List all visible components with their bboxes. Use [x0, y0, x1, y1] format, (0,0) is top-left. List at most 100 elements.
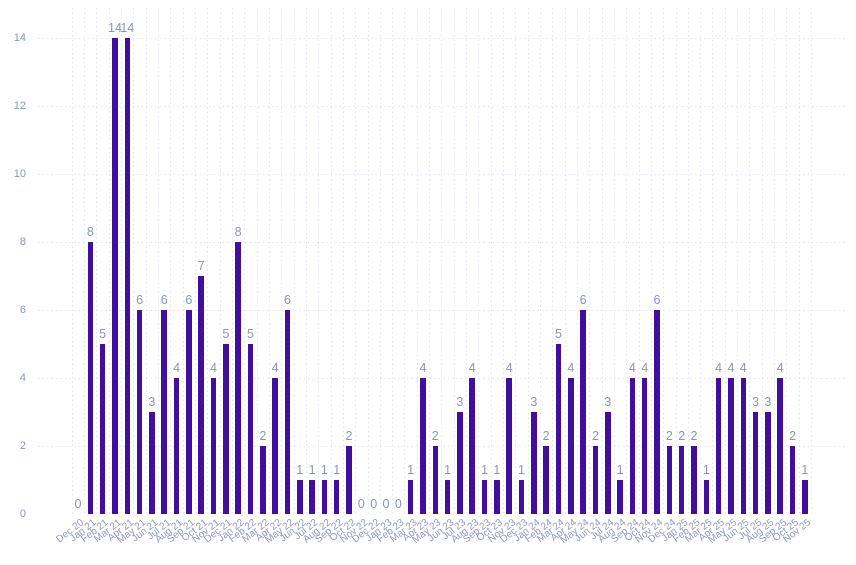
- bar[interactable]: [309, 480, 315, 514]
- y-axis-tick-label: 0: [19, 508, 26, 520]
- bar[interactable]: [629, 378, 636, 514]
- bar-value-label: 2: [690, 429, 698, 443]
- bar[interactable]: [752, 412, 759, 514]
- bar[interactable]: [457, 412, 463, 514]
- bar-value-label: 4: [505, 361, 513, 375]
- y-axis-tick-label: 8: [19, 236, 26, 248]
- v-gridline: [268, 8, 270, 514]
- bar[interactable]: [494, 480, 500, 514]
- bar[interactable]: [124, 38, 131, 514]
- bar[interactable]: [740, 378, 747, 514]
- bar[interactable]: [161, 310, 167, 514]
- v-gridline: [737, 8, 739, 514]
- bar[interactable]: [789, 446, 796, 514]
- bar[interactable]: [715, 378, 722, 514]
- bar-value-label: 4: [641, 361, 649, 375]
- v-gridline: [244, 8, 246, 514]
- bar-value-label: 4: [419, 361, 427, 375]
- bar-value-label: 4: [210, 361, 217, 375]
- bar[interactable]: [678, 446, 685, 514]
- bar-value-label: 2: [542, 429, 550, 443]
- v-gridline: [774, 8, 776, 514]
- bar[interactable]: [691, 446, 697, 514]
- bar-value-label: 3: [752, 395, 760, 409]
- v-gridline: [503, 8, 505, 514]
- bar-value-label: 5: [554, 327, 562, 341]
- v-gridline: [108, 8, 110, 514]
- bar[interactable]: [506, 378, 512, 514]
- bar[interactable]: [346, 446, 352, 514]
- bar[interactable]: [518, 480, 525, 514]
- bar-value-label: 5: [246, 327, 254, 341]
- bar-value-label: 14: [120, 21, 135, 35]
- bar[interactable]: [99, 344, 106, 514]
- bar[interactable]: [235, 242, 241, 514]
- v-gridline: [601, 8, 603, 514]
- bar-value-label: 4: [468, 361, 476, 375]
- bar[interactable]: [284, 310, 291, 514]
- bar[interactable]: [247, 344, 254, 514]
- v-gridline: [466, 8, 468, 514]
- bar[interactable]: [531, 412, 537, 514]
- bar[interactable]: [223, 344, 229, 514]
- bar[interactable]: [112, 38, 118, 514]
- v-gridline: [379, 8, 381, 514]
- bar-value-label: 1: [801, 463, 809, 477]
- bar-value-label: 0: [74, 497, 82, 511]
- bar[interactable]: [481, 480, 488, 514]
- bar-value-label: 0: [394, 497, 402, 511]
- v-gridline: [207, 8, 209, 514]
- bar[interactable]: [641, 378, 648, 514]
- bar-value-label: 6: [283, 293, 291, 307]
- bar-value-label: 3: [148, 395, 156, 409]
- bar[interactable]: [666, 446, 673, 514]
- v-gridline: [404, 8, 406, 514]
- bar[interactable]: [87, 242, 94, 514]
- bar[interactable]: [420, 378, 426, 514]
- v-gridline: [256, 8, 258, 514]
- v-gridline: [305, 8, 307, 514]
- v-gridline: [133, 8, 135, 514]
- bar[interactable]: [432, 446, 439, 514]
- bar[interactable]: [777, 378, 783, 514]
- v-gridline: [552, 8, 554, 514]
- bar[interactable]: [186, 310, 192, 514]
- bar[interactable]: [543, 446, 549, 514]
- bar[interactable]: [617, 480, 623, 514]
- bar[interactable]: [580, 310, 586, 514]
- bar[interactable]: [592, 446, 599, 514]
- bar[interactable]: [469, 378, 475, 514]
- v-gridline: [626, 8, 628, 514]
- bar[interactable]: [654, 310, 660, 514]
- bar[interactable]: [173, 378, 180, 514]
- bar[interactable]: [210, 378, 217, 514]
- bar-value-label: 0: [370, 497, 378, 511]
- bar[interactable]: [444, 480, 451, 514]
- v-gridline: [318, 8, 320, 514]
- bar-value-label: 2: [789, 429, 797, 443]
- bar[interactable]: [149, 412, 155, 514]
- bar[interactable]: [765, 412, 771, 514]
- bar[interactable]: [321, 480, 328, 514]
- y-axis-tick-label: 12: [13, 100, 26, 112]
- bar[interactable]: [136, 310, 143, 514]
- bar[interactable]: [333, 480, 340, 514]
- bar[interactable]: [568, 378, 574, 514]
- bar[interactable]: [260, 446, 266, 514]
- bar[interactable]: [728, 378, 734, 514]
- bar[interactable]: [272, 378, 278, 514]
- v-gridline: [281, 8, 283, 514]
- bar[interactable]: [555, 344, 562, 514]
- v-gridline: [195, 8, 197, 514]
- bar-value-label: 1: [407, 463, 415, 477]
- bar[interactable]: [407, 480, 414, 514]
- bar[interactable]: [605, 412, 611, 514]
- y-axis-tick-label: 4: [19, 372, 26, 384]
- bar[interactable]: [802, 480, 808, 514]
- bar[interactable]: [198, 276, 204, 514]
- bar-value-label: 2: [431, 429, 439, 443]
- bar[interactable]: [703, 480, 710, 514]
- bar[interactable]: [297, 480, 303, 514]
- bar-value-label: 1: [702, 463, 710, 477]
- bar-value-label: 6: [160, 293, 168, 307]
